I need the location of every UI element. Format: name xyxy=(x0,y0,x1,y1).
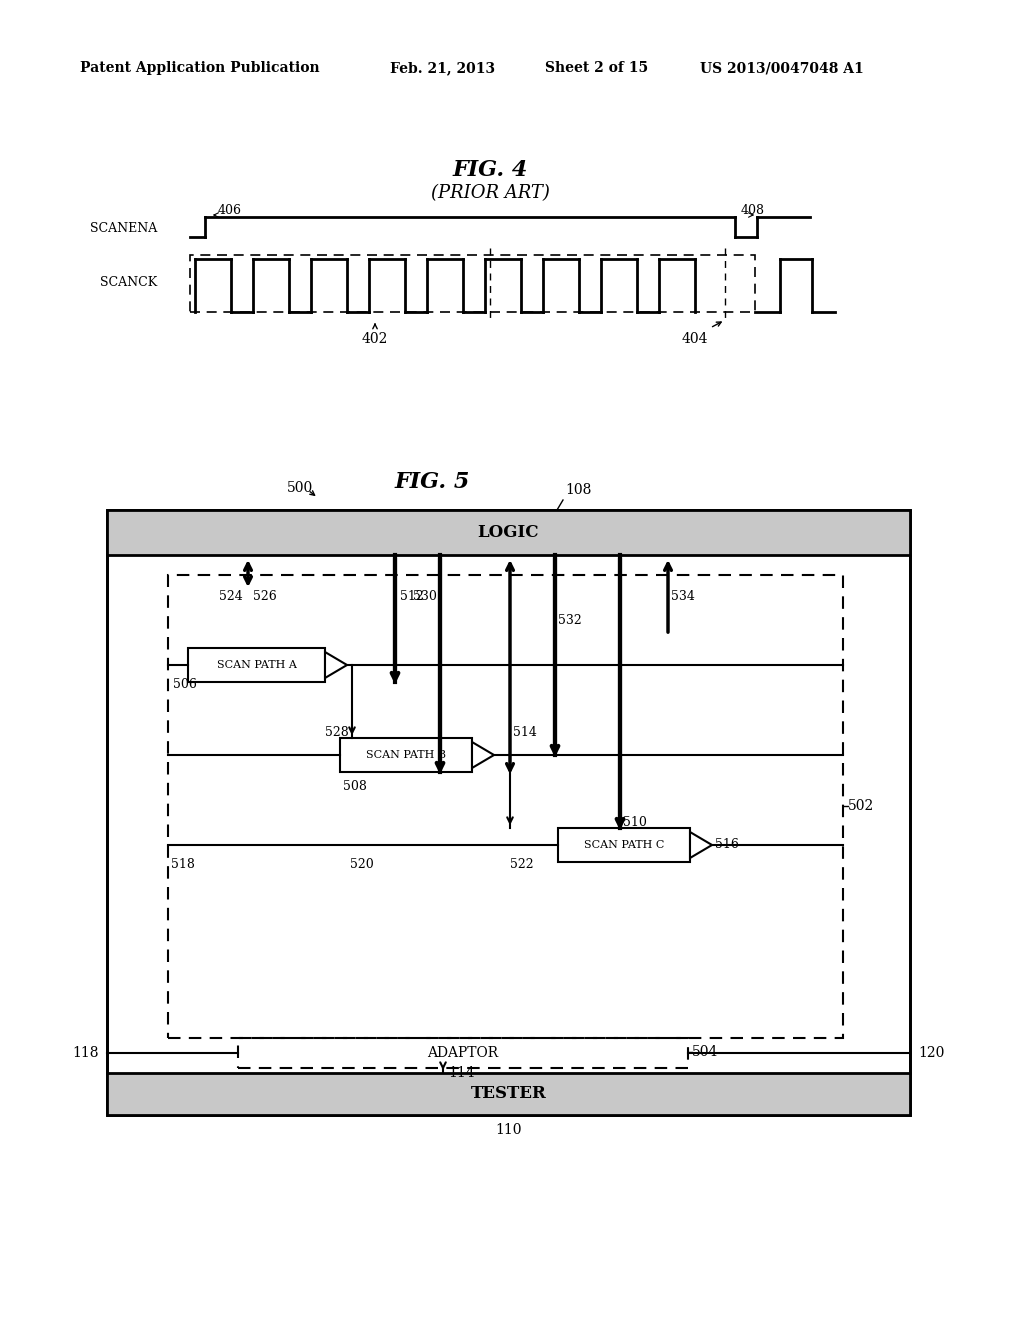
Bar xyxy=(558,828,690,862)
Text: 510: 510 xyxy=(623,817,647,829)
Bar xyxy=(190,255,755,312)
Text: 502: 502 xyxy=(848,799,874,813)
Text: FIG. 5: FIG. 5 xyxy=(395,471,470,492)
Text: 120: 120 xyxy=(918,1045,944,1060)
Text: SCAN PATH A: SCAN PATH A xyxy=(216,660,296,671)
Text: 530: 530 xyxy=(413,590,437,603)
Text: 534: 534 xyxy=(671,590,695,603)
Text: 528: 528 xyxy=(326,726,349,739)
Text: 500: 500 xyxy=(287,480,313,495)
Text: 402: 402 xyxy=(361,333,388,346)
Text: LOGIC: LOGIC xyxy=(478,524,540,541)
Text: Sheet 2 of 15: Sheet 2 of 15 xyxy=(545,61,648,75)
Text: 108: 108 xyxy=(565,483,592,498)
Text: 522: 522 xyxy=(510,858,534,871)
Text: 518: 518 xyxy=(171,858,195,871)
Bar xyxy=(340,738,472,772)
Text: (PRIOR ART): (PRIOR ART) xyxy=(430,183,550,202)
Text: 504: 504 xyxy=(692,1045,719,1059)
Text: 118: 118 xyxy=(73,1045,99,1060)
Bar xyxy=(106,1073,910,1115)
Text: Feb. 21, 2013: Feb. 21, 2013 xyxy=(390,61,496,75)
Polygon shape xyxy=(325,652,347,678)
Text: SCANENA: SCANENA xyxy=(90,222,157,235)
Text: FIG. 4: FIG. 4 xyxy=(453,158,527,181)
Text: SCANCK: SCANCK xyxy=(99,276,157,289)
Text: 408: 408 xyxy=(741,203,765,216)
Text: Patent Application Publication: Patent Application Publication xyxy=(80,61,319,75)
Text: 406: 406 xyxy=(218,203,242,216)
Text: 516: 516 xyxy=(715,838,739,851)
Text: 110: 110 xyxy=(496,1123,522,1137)
Text: 514: 514 xyxy=(513,726,537,739)
Bar xyxy=(106,510,910,1115)
Text: ADAPTOR: ADAPTOR xyxy=(427,1045,499,1060)
Polygon shape xyxy=(472,742,494,768)
Text: 506: 506 xyxy=(173,678,197,692)
Text: 512: 512 xyxy=(400,590,424,603)
Text: 114: 114 xyxy=(449,1067,475,1080)
Text: 520: 520 xyxy=(350,858,374,871)
Text: 508: 508 xyxy=(343,780,367,793)
Bar xyxy=(168,576,843,1038)
Bar xyxy=(106,510,910,554)
Text: SCAN PATH C: SCAN PATH C xyxy=(584,840,665,850)
Text: 532: 532 xyxy=(558,614,582,627)
Text: SCAN PATH B: SCAN PATH B xyxy=(366,750,446,760)
Text: 404: 404 xyxy=(682,333,709,346)
Polygon shape xyxy=(690,832,712,858)
Text: 524: 524 xyxy=(219,590,243,603)
Bar xyxy=(188,648,325,682)
Text: US 2013/0047048 A1: US 2013/0047048 A1 xyxy=(700,61,864,75)
Bar xyxy=(238,1038,688,1068)
Text: TESTER: TESTER xyxy=(471,1085,547,1102)
Text: 526: 526 xyxy=(253,590,276,603)
